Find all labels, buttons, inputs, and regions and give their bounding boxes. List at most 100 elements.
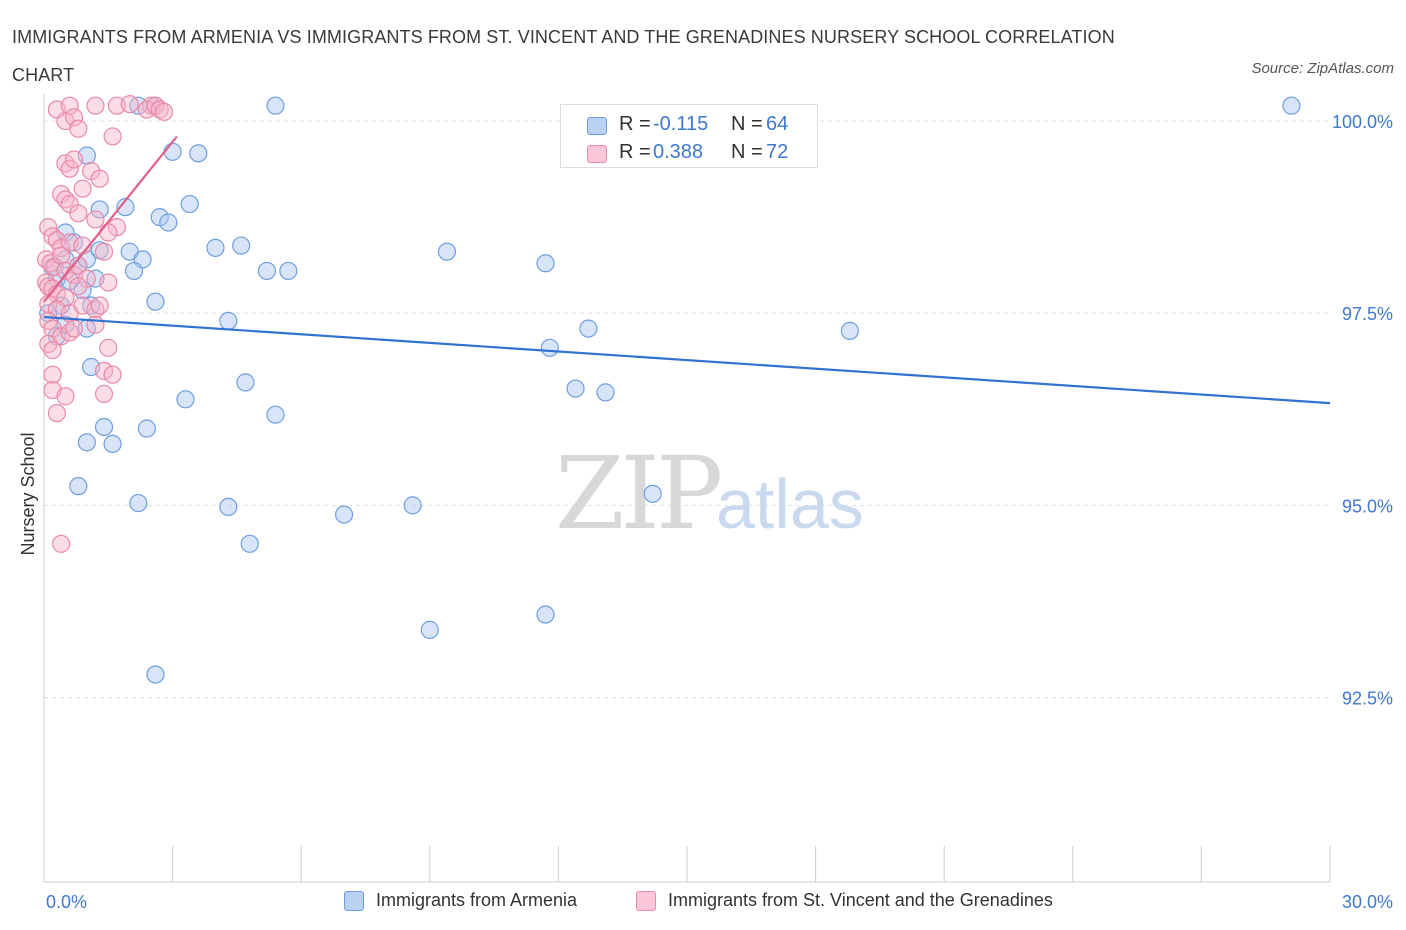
bottom-legend: Immigrants from Armenia Immigrants from … [0,890,1406,916]
point-st-vincent [43,365,62,384]
point-st-vincent [64,108,84,127]
point-armenia [536,605,555,624]
point-st-vincent [86,315,105,334]
point-armenia [240,534,259,553]
y-tick-label: 92.5% [1342,689,1393,709]
point-st-vincent [90,169,109,188]
point-armenia [219,497,238,517]
point-st-vincent [99,273,118,292]
point-st-vincent [43,341,62,360]
point-st-vincent [107,218,126,237]
point-armenia [540,338,559,357]
point-st-vincent [90,296,109,315]
point-st-vincent [69,277,88,296]
legend-n-value: 72 [766,141,789,163]
point-st-vincent [52,534,71,553]
trend-lines [43,135,1331,405]
watermark: ZIP atlas [555,435,864,552]
point-armenia [566,379,585,398]
point-armenia [180,194,199,214]
point-armenia [189,144,208,163]
point-st-vincent [94,242,114,261]
point-armenia [403,496,422,515]
legend-n-value: 64 [766,113,789,135]
point-armenia [176,390,195,409]
bottom-legend-label-st-vincent: Immigrants from St. Vincent and the Gren… [668,890,1053,910]
point-armenia [420,620,439,639]
point-st-vincent [69,204,88,223]
point-st-vincent [154,102,174,121]
point-armenia [146,292,165,311]
point-armenia [232,236,251,255]
point-armenia [146,665,165,684]
point-armenia [129,493,148,513]
point-st-vincent [69,256,88,275]
legend-box: R = -0.115 N = 64 R = 0.388 N = 72 [560,104,818,168]
point-armenia [206,238,225,257]
point-armenia [159,213,178,232]
data-points [37,95,1301,684]
x-tick-label: 30.0% [1342,892,1393,912]
point-st-vincent [39,218,58,237]
point-armenia [219,311,238,331]
point-armenia [643,484,662,503]
point-st-vincent [103,365,122,384]
bottom-legend-label-armenia: Immigrants from Armenia [376,890,578,910]
point-st-vincent [52,246,71,265]
point-armenia [116,198,135,217]
point-st-vincent [64,319,84,338]
point-st-vincent [99,223,118,242]
point-armenia [1282,96,1301,115]
point-armenia [137,419,156,438]
bottom-legend-swatch-armenia [344,891,364,911]
y-tick-label: 95.0% [1342,496,1393,516]
chart-title: IMMIGRANTS FROM ARMENIA VS IMMIGRANTS FR… [12,27,1115,85]
source-label: Source: ZipAtlas.com [1251,60,1394,77]
legend-r-value: 0.388 [653,141,704,163]
point-armenia [94,417,114,437]
point-armenia [334,505,354,524]
x-tick-label: 0.0% [46,892,87,912]
y-tick-label: 97.5% [1342,304,1393,324]
grid-lines [44,120,1330,699]
point-st-vincent [64,150,84,169]
point-armenia [279,261,298,281]
legend-r-label: R = [619,141,651,163]
point-armenia [840,321,859,340]
point-armenia [266,405,285,424]
point-st-vincent [94,384,114,404]
axis-labels: 92.5% 95.0% 97.5% 100.0% 0.0% 30.0% Nursery Sc… [18,112,1393,912]
point-armenia [266,96,285,115]
legend-n-label: N = [731,141,763,163]
point-st-vincent [86,96,105,115]
point-armenia [103,434,122,453]
point-armenia [596,383,615,402]
point-armenia [150,208,169,227]
legend-r-value: -0.115 [653,113,709,135]
legend-n-label: N = [731,113,763,135]
point-st-vincent [73,179,92,198]
point-armenia [163,142,182,161]
point-st-vincent [94,361,114,380]
point-armenia [236,373,255,392]
point-st-vincent [52,238,71,257]
bottom-legend-swatch-st-vincent [636,891,656,911]
point-st-vincent [99,338,118,357]
legend-r-label: R = [619,113,651,135]
point-st-vincent [69,119,88,138]
point-armenia [124,261,144,281]
point-armenia [437,242,457,261]
legend-swatch-armenia [587,117,607,135]
point-st-vincent [60,159,79,178]
point-st-vincent [103,127,122,146]
y-tick-label: 100.0% [1332,112,1393,132]
legend-row-st-vincent: R = 0.388 N = 72 [561,139,817,167]
trend-line-st-vincent [43,135,178,303]
point-st-vincent [45,257,64,277]
point-armenia [579,319,598,338]
point-st-vincent [86,210,105,229]
legend-swatch-st-vincent [587,145,607,163]
watermark-zip: ZIP [555,435,720,552]
axes [43,94,1331,883]
